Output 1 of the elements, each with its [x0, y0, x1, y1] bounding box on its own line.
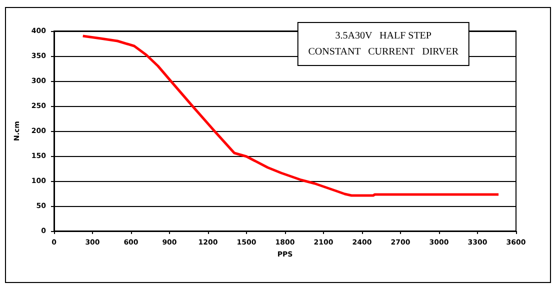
text: 3.5A30V HALF STEP CONSTANT CURRENT DIRVER: [308, 30, 459, 58]
